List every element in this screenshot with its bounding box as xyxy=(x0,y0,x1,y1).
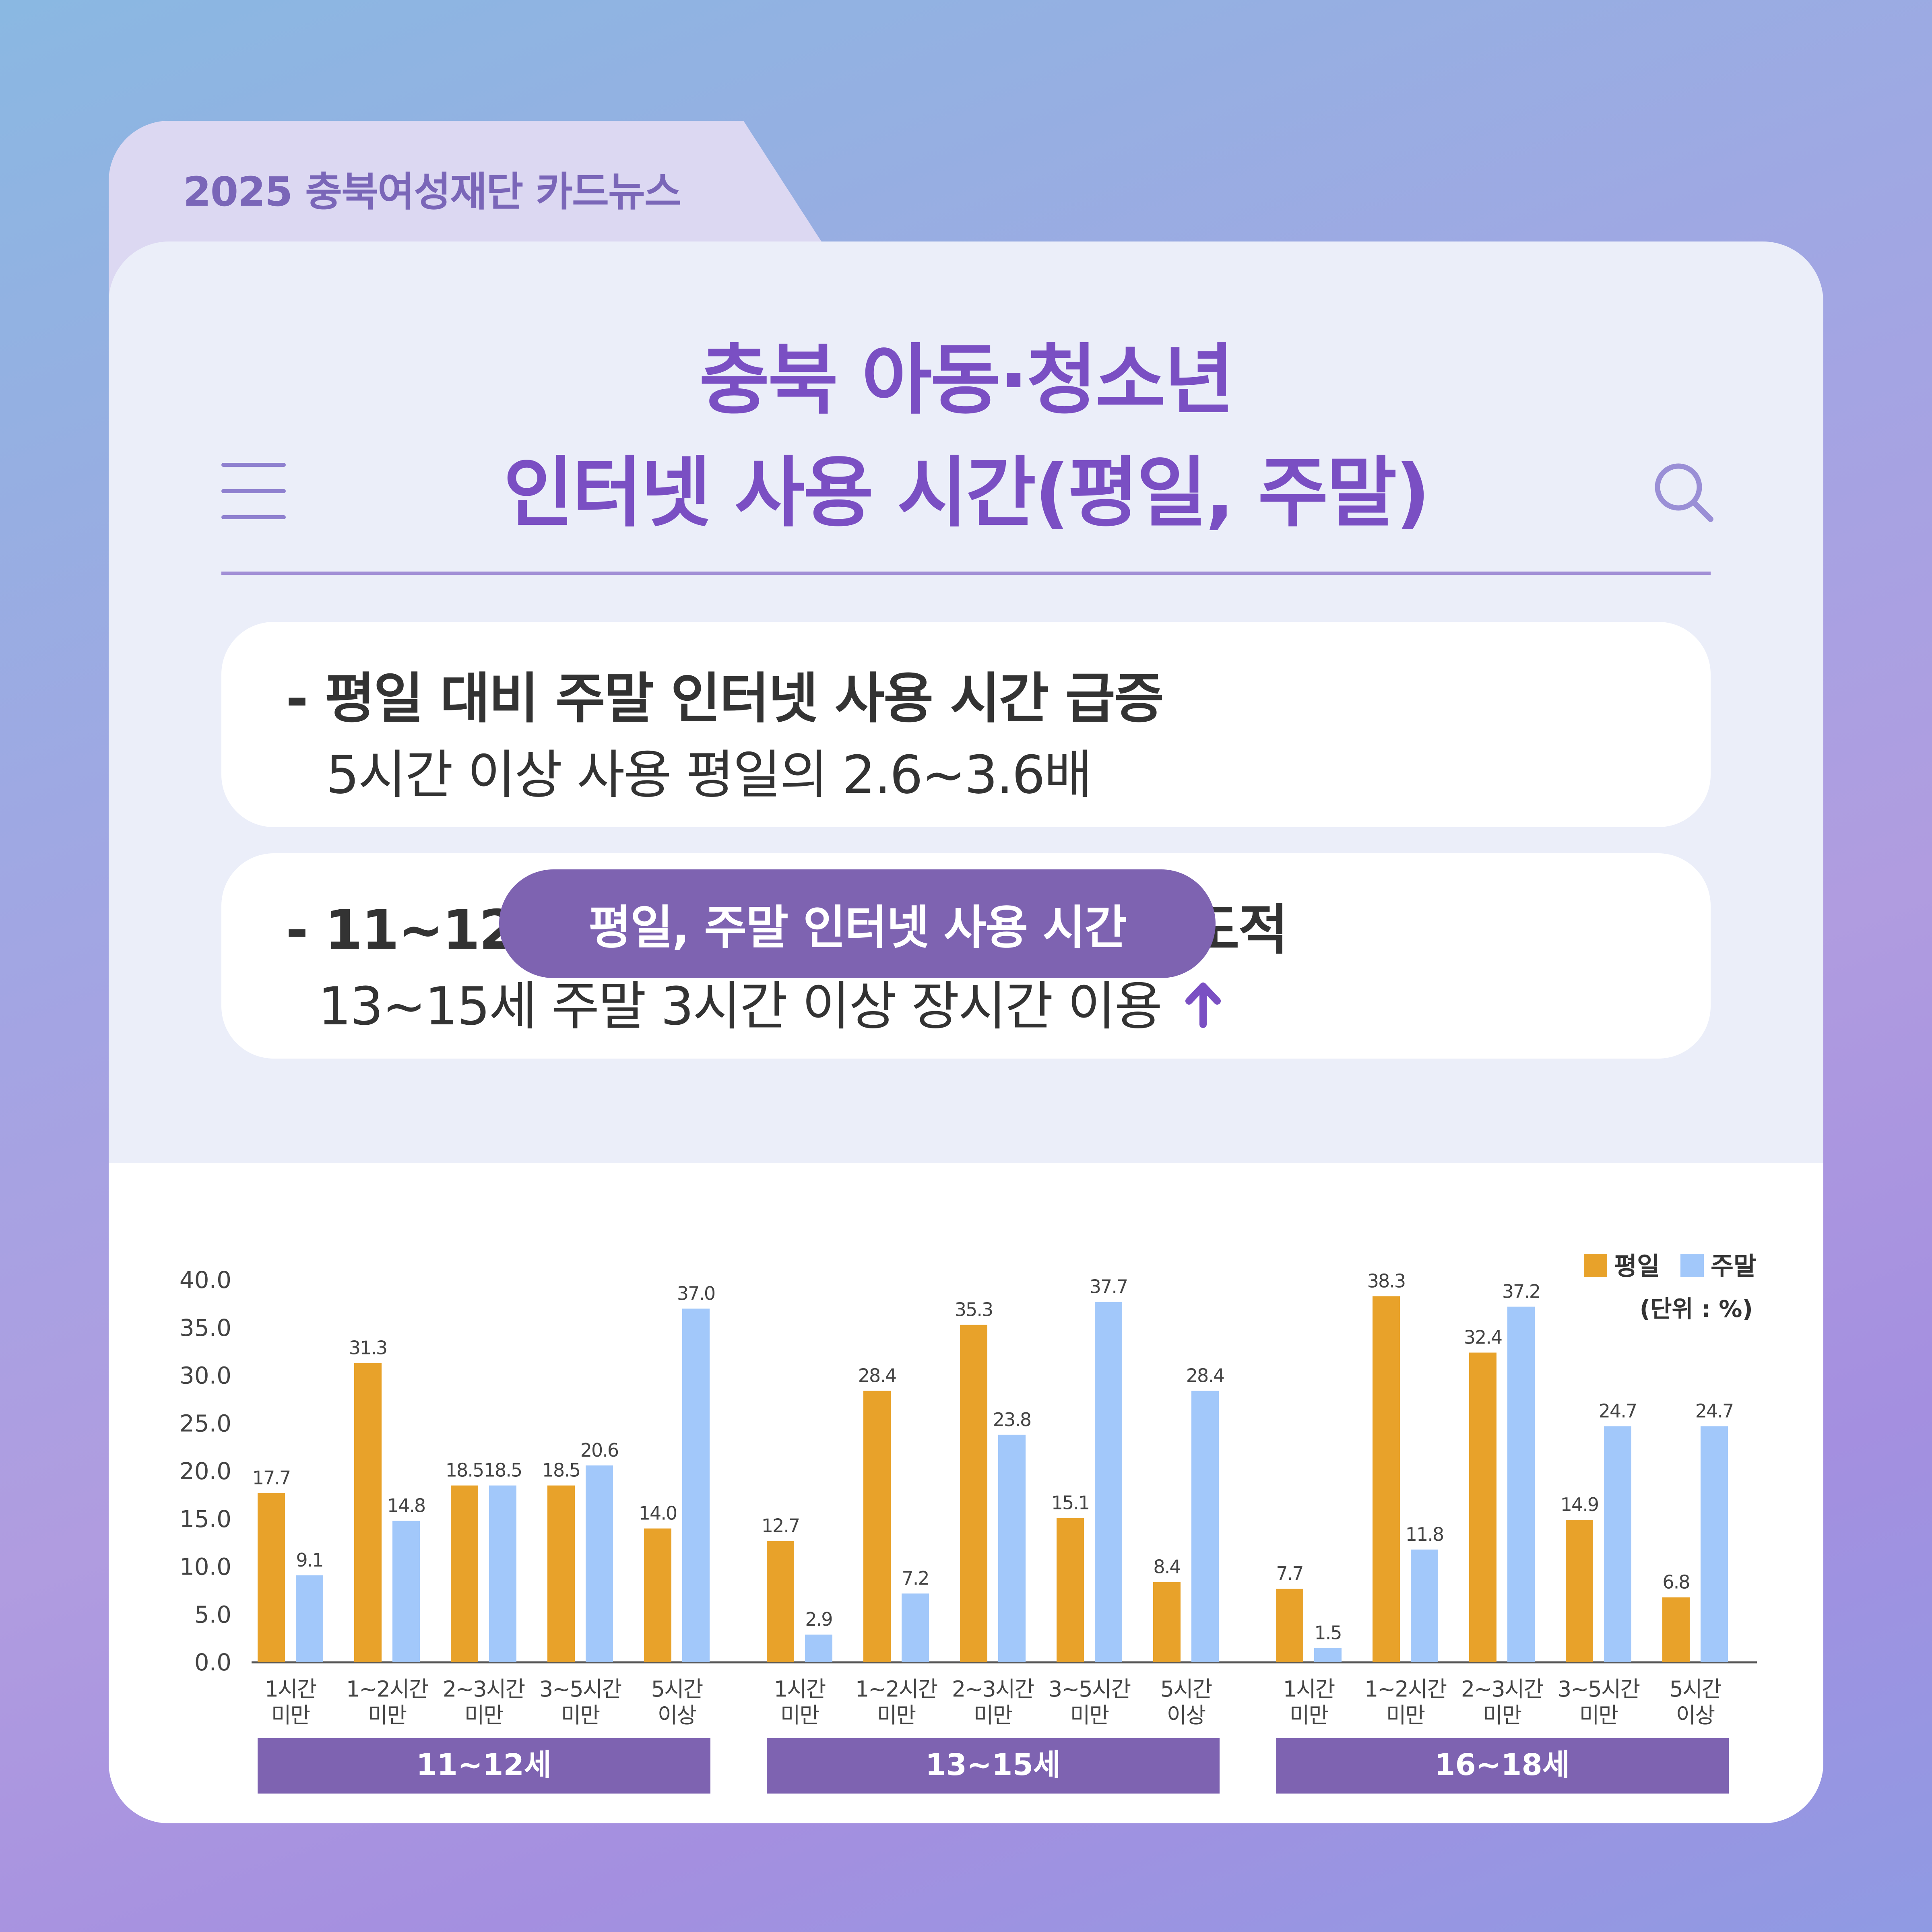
highlight-1-detail: 5시간 이상 사용 평일의 2.6~3.6배 xyxy=(326,744,1092,805)
highlight-box-1: - 평일 대비 주말 인터넷 사용 시간 급증 5시간 이상 사용 평일의 2.… xyxy=(221,622,1711,827)
highlight-2-detail: 13~15세 주말 3시간 이상 장시간 이용 xyxy=(318,964,1221,1040)
title-divider xyxy=(221,572,1711,575)
highlight-2-detail-text: 13~15세 주말 3시간 이상 장시간 이용 xyxy=(318,976,1162,1037)
header-tag: 2025 충북여성재단 카드뉴스 xyxy=(183,168,681,215)
page-title-line1: 충북 아동·청소년 xyxy=(699,336,1234,425)
chart-panel xyxy=(109,1163,1823,1823)
hamburger-menu-icon[interactable] xyxy=(221,463,286,519)
arrow-up-icon xyxy=(1185,983,1221,1028)
search-icon[interactable] xyxy=(1650,459,1719,529)
page-title-line2: 인터넷 사용 시간(평일, 주말) xyxy=(503,448,1430,537)
chart-title: 평일, 주말 인터넷 사용 시간 xyxy=(499,869,1216,978)
main-card: 충북 아동·청소년 인터넷 사용 시간(평일, 주말) - 평일 대비 주말 인… xyxy=(109,242,1823,1823)
highlight-1-headline: - 평일 대비 주말 인터넷 사용 시간 급증 xyxy=(286,667,1164,730)
